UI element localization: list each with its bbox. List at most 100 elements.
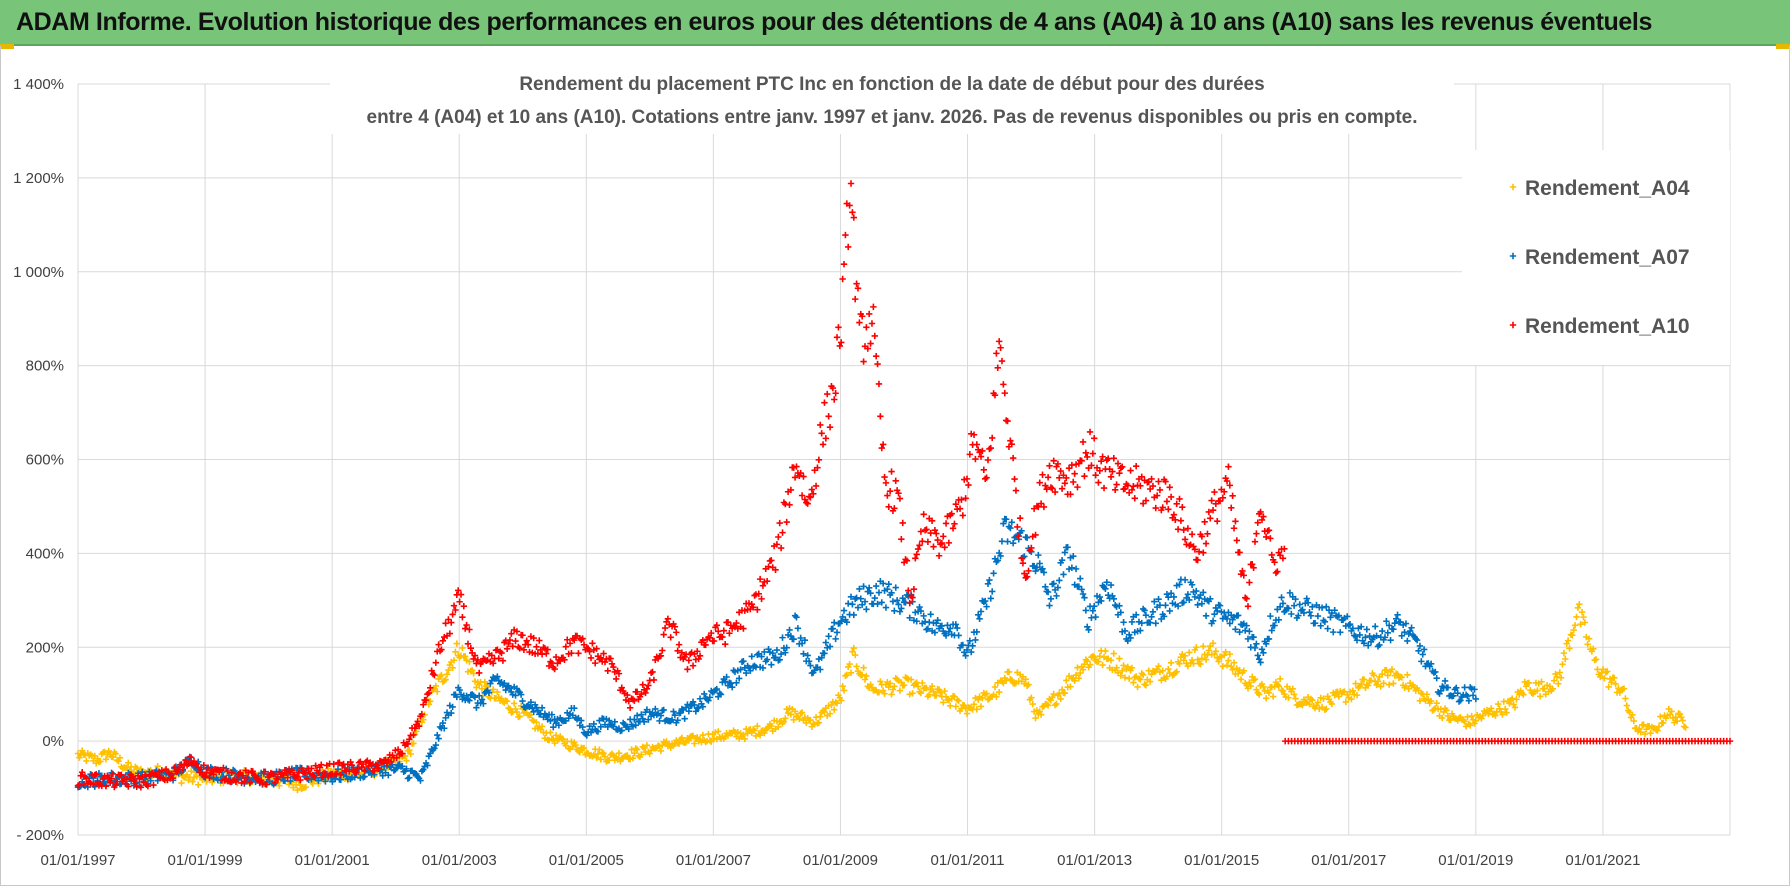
data-point <box>1488 705 1495 712</box>
data-point <box>572 741 579 749</box>
data-point <box>1098 457 1105 465</box>
data-point <box>835 324 842 331</box>
data-point <box>76 754 83 761</box>
data-point <box>1640 721 1647 728</box>
data-point <box>559 736 567 743</box>
chart-title-line-2: entre 4 (A04) et 10 ans (A10). Cotations… <box>367 107 1418 128</box>
data-point <box>503 645 511 653</box>
y-axis-ticks: - 200% 0% 200% 400% 600% 800% 1 000% 1 200% 1 40… <box>13 76 64 844</box>
data-point <box>920 612 927 620</box>
data-point <box>1334 613 1341 620</box>
data-point <box>383 760 391 767</box>
data-point <box>1079 666 1087 673</box>
data-point <box>224 767 231 775</box>
data-point <box>1392 615 1400 622</box>
data-point <box>462 653 469 660</box>
data-point <box>801 636 809 644</box>
data-point <box>952 703 960 710</box>
data-point <box>600 650 607 657</box>
data-point <box>1251 675 1259 683</box>
data-point <box>808 486 816 493</box>
data-point <box>930 543 937 550</box>
data-point <box>804 652 811 659</box>
data-point <box>239 772 247 779</box>
data-point <box>499 657 507 664</box>
data-point <box>1068 564 1076 571</box>
data-point <box>1160 613 1168 620</box>
data-point <box>512 637 519 645</box>
data-point <box>1109 468 1116 475</box>
data-point <box>1044 588 1052 596</box>
data-point <box>1072 671 1080 679</box>
data-point <box>1592 656 1600 663</box>
data-point <box>748 653 755 660</box>
data-point <box>775 723 782 731</box>
data-point <box>1091 603 1098 610</box>
data-point <box>1560 649 1568 657</box>
data-point <box>1124 663 1131 671</box>
data-point <box>881 690 888 697</box>
data-point <box>983 474 990 481</box>
data-point <box>1406 627 1414 635</box>
data-point <box>868 320 876 327</box>
data-point <box>1191 546 1199 553</box>
data-point <box>530 634 537 642</box>
data-point <box>586 648 593 655</box>
y-tick-label: 800% <box>26 358 64 375</box>
data-point <box>1239 567 1246 575</box>
data-point <box>334 766 342 773</box>
data-point <box>1209 617 1217 625</box>
data-point <box>1131 495 1138 502</box>
data-point <box>1441 677 1449 685</box>
data-point <box>1285 605 1292 612</box>
data-point <box>1469 692 1477 699</box>
data-point <box>758 595 765 603</box>
data-point <box>443 671 451 678</box>
data-point <box>1260 649 1267 656</box>
data-point <box>977 703 985 710</box>
y-tick-label: 600% <box>26 452 64 469</box>
data-point <box>933 530 940 537</box>
data-point <box>438 646 445 653</box>
data-point <box>605 757 613 764</box>
data-point <box>1439 683 1446 690</box>
data-point <box>850 214 858 221</box>
data-point <box>195 781 202 788</box>
data-point <box>1033 564 1041 571</box>
data-point <box>281 777 289 785</box>
data-point <box>1200 643 1207 650</box>
data-point <box>942 632 950 639</box>
data-point <box>1377 683 1384 690</box>
data-point <box>906 614 913 621</box>
data-point <box>178 779 185 787</box>
data-point <box>755 590 762 597</box>
data-point <box>463 621 470 629</box>
data-point <box>611 718 618 726</box>
data-point <box>1120 619 1127 626</box>
data-point <box>1352 680 1359 687</box>
data-point <box>475 692 483 699</box>
data-point <box>1049 694 1056 701</box>
data-point <box>533 719 540 726</box>
data-point <box>643 742 651 749</box>
data-point <box>1037 500 1045 507</box>
data-point <box>319 773 326 781</box>
data-point <box>1623 702 1631 709</box>
data-point <box>394 746 402 753</box>
data-point <box>1050 457 1057 465</box>
data-point <box>826 424 834 431</box>
data-point <box>1383 666 1390 674</box>
data-point <box>916 542 923 549</box>
data-point <box>197 766 205 773</box>
data-point <box>1244 635 1252 643</box>
data-point <box>1288 610 1295 618</box>
data-point <box>1306 608 1313 616</box>
data-point <box>1242 594 1249 601</box>
data-point <box>1388 666 1396 673</box>
data-point <box>1468 712 1475 720</box>
data-point <box>917 689 925 697</box>
data-point <box>1071 677 1078 684</box>
data-point <box>1321 618 1329 626</box>
data-point <box>1253 530 1260 537</box>
data-point <box>790 716 797 724</box>
